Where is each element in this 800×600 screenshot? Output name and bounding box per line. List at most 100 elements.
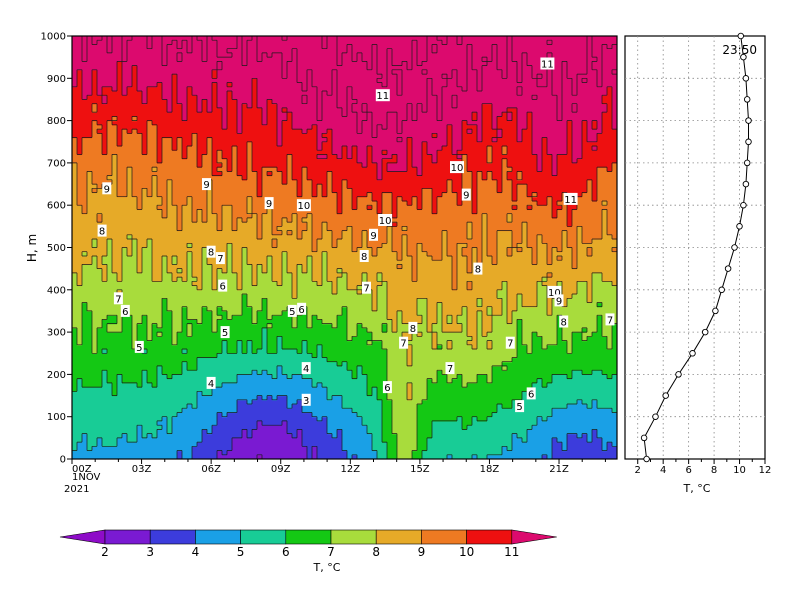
heatmap-cell (222, 353, 228, 359)
heatmap-cell (77, 82, 83, 88)
heatmap-cell (212, 192, 218, 198)
heatmap-cell (132, 319, 138, 325)
heatmap-cell (267, 129, 273, 134)
heatmap-cell (182, 399, 188, 405)
heatmap-cell (212, 332, 218, 337)
heatmap-cell (182, 145, 188, 151)
heatmap-cell (112, 112, 118, 117)
heatmap-cell (72, 158, 78, 164)
heatmap-cell (102, 255, 108, 261)
heatmap-cell (302, 408, 308, 414)
heatmap-cell (227, 179, 233, 185)
heatmap-cell (72, 294, 78, 299)
heatmap-cell (162, 154, 168, 160)
heatmap-cell (272, 234, 278, 240)
heatmap-cell (132, 374, 138, 380)
heatmap-cell (172, 255, 178, 261)
heatmap-cell (277, 188, 283, 194)
heatmap-cell (132, 57, 138, 62)
heatmap-cell (87, 420, 93, 426)
heatmap-cell (312, 52, 318, 58)
heatmap-cell (122, 179, 128, 185)
heatmap-cell (272, 247, 278, 253)
heatmap-cell (132, 196, 138, 202)
heatmap-cell (92, 298, 98, 304)
heatmap-cell (82, 357, 88, 363)
heatmap-cell (107, 36, 113, 41)
heatmap-cell (102, 145, 108, 151)
heatmap-cell (72, 353, 78, 359)
heatmap-cell (187, 357, 193, 363)
heatmap-cell (142, 319, 148, 325)
heatmap-cell (97, 74, 103, 79)
heatmap-cell (122, 357, 128, 363)
heatmap-cell (82, 391, 88, 397)
heatmap-cell (232, 150, 238, 156)
heatmap-cell (242, 416, 248, 422)
heatmap-cell (172, 184, 178, 189)
heatmap-cell (122, 230, 128, 236)
heatmap-cell (202, 141, 208, 147)
heatmap-cell (122, 243, 128, 249)
heatmap-cell (267, 243, 273, 249)
heatmap-cell (192, 454, 198, 459)
heatmap-cell (117, 150, 123, 156)
heatmap-cell (237, 90, 243, 96)
heatmap-cell (187, 340, 193, 346)
heatmap-cell (117, 454, 123, 459)
heatmap-cell (257, 192, 263, 198)
heatmap-cell (107, 365, 113, 371)
heatmap-cell (292, 99, 298, 105)
heatmap-cell (187, 196, 193, 202)
heatmap-cell (222, 40, 228, 46)
heatmap-cell (102, 454, 108, 459)
heatmap-cell (267, 137, 273, 143)
heatmap-cell (87, 255, 93, 261)
heatmap-cell (192, 395, 198, 401)
heatmap-cell (257, 454, 263, 459)
heatmap-cell (102, 370, 108, 375)
heatmap-cell (167, 268, 173, 274)
heatmap-cell (132, 205, 138, 211)
heatmap-cell (317, 285, 323, 291)
heatmap-cell (267, 395, 273, 401)
heatmap-cell (77, 247, 83, 253)
heatmap-cell (317, 213, 323, 219)
heatmap-cell (242, 192, 248, 198)
heatmap-cell (142, 57, 148, 62)
heatmap-cell (252, 205, 258, 211)
heatmap-cell (192, 353, 198, 359)
heatmap-cell (307, 387, 313, 392)
heatmap-cell (292, 200, 298, 206)
heatmap-cell (217, 272, 223, 278)
heatmap-cell (107, 357, 113, 363)
heatmap-cell (187, 52, 193, 58)
heatmap-cell (187, 416, 193, 422)
heatmap-cell (152, 209, 158, 215)
heatmap-cell (147, 179, 153, 185)
heatmap-cell (252, 361, 258, 367)
heatmap-cell (132, 61, 138, 67)
heatmap-cell (232, 243, 238, 249)
heatmap-cell (242, 107, 248, 113)
heatmap-cell (157, 268, 163, 274)
heatmap-cell (172, 129, 178, 134)
heatmap-cell (77, 78, 83, 84)
heatmap-cell (312, 44, 318, 50)
heatmap-cell (117, 129, 123, 134)
heatmap-cell (227, 90, 233, 96)
heatmap-cell (147, 289, 153, 295)
heatmap-cell (267, 255, 273, 261)
heatmap-cell (222, 200, 228, 206)
heatmap-cell (302, 378, 308, 384)
heatmap-cell (92, 78, 98, 84)
heatmap-cell (197, 124, 203, 130)
heatmap-cell (142, 40, 148, 46)
heatmap-cell (312, 420, 318, 426)
heatmap-cell (297, 107, 303, 113)
heatmap-cell (262, 374, 268, 380)
heatmap-cell (187, 167, 193, 172)
heatmap-cell (227, 243, 233, 249)
heatmap-cell (102, 344, 108, 350)
heatmap-cell (202, 48, 208, 54)
